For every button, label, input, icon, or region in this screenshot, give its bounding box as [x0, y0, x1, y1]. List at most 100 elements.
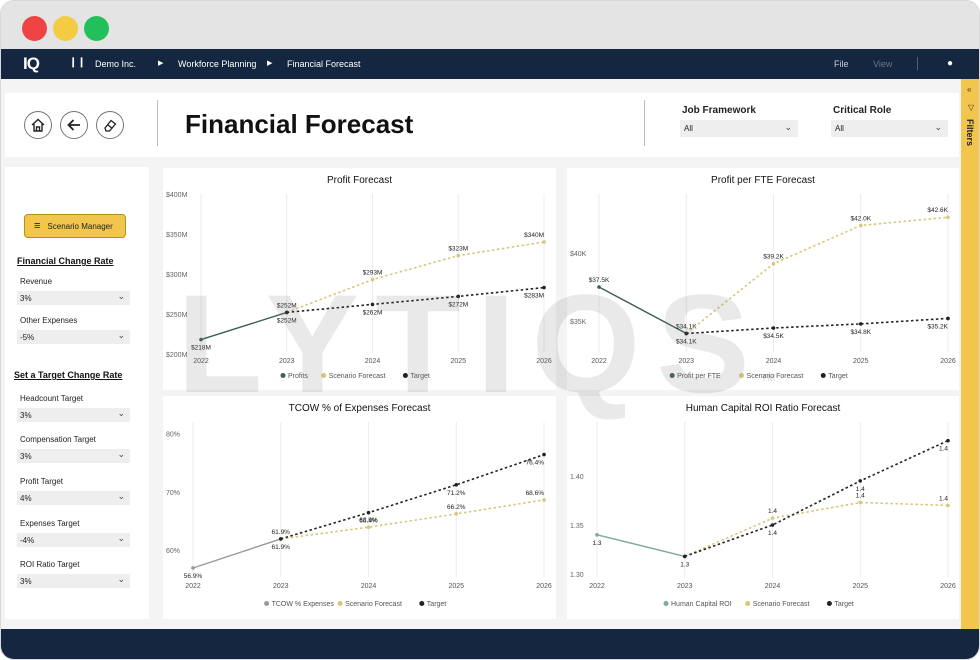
data-label: 1.3: [680, 561, 689, 568]
scenario-manager-button[interactable]: ≡ Scenario Manager: [24, 214, 126, 238]
chevron-down-icon: ⌄: [117, 330, 125, 340]
series-line: [200, 311, 288, 341]
data-point: [278, 537, 283, 541]
roi-ratio-target-value: 3%: [20, 577, 32, 586]
x-tick-label: 2022: [591, 358, 607, 365]
roi-ratio-target-select[interactable]: 3% ⌄: [17, 574, 130, 588]
data-point: [597, 285, 601, 289]
legend-label: Human Capital ROI: [671, 601, 732, 608]
data-point: [770, 523, 775, 527]
series-line: [286, 286, 545, 314]
filters-pane[interactable]: « ▽ Filters: [961, 79, 979, 629]
user-icon[interactable]: ●: [947, 58, 954, 69]
chart-svg: 1.30 1.35 1.40 2022 2023 2024 2025 2026 1.3 1.3 1.…: [570, 422, 956, 608]
headcount-target-select[interactable]: 3% ⌄: [17, 408, 130, 422]
x-tick-label: 2025: [450, 358, 466, 365]
app-logo[interactable]: IQ: [23, 54, 40, 73]
data-point: [454, 512, 459, 516]
data-point: [946, 316, 950, 321]
data-label: $262M: [363, 309, 383, 316]
headcount-target-label: Headcount Target: [20, 394, 84, 403]
maximize-window-button[interactable]: [84, 16, 109, 41]
profit-target-select[interactable]: 4% ⌄: [17, 491, 130, 505]
data-label: $42.0K: [850, 215, 871, 222]
data-label: $340M: [524, 232, 544, 239]
x-tick-label: 2023: [279, 358, 295, 365]
view-menu[interactable]: View: [873, 59, 893, 69]
breadcrumb-demo-inc[interactable]: Demo Inc.: [95, 59, 137, 69]
critical-role-value: All: [835, 124, 844, 133]
data-label: 1.4: [768, 530, 777, 537]
other-expenses-select[interactable]: -5% ⌄: [17, 330, 130, 344]
data-label: 71.2%: [447, 490, 466, 497]
series-line: [684, 439, 949, 558]
job-framework-select[interactable]: All ⌄: [680, 120, 798, 137]
critical-role-select[interactable]: All ⌄: [831, 120, 948, 137]
header-divider: [157, 100, 158, 146]
profit-target-value: 4%: [20, 494, 32, 503]
clear-filters-button[interactable]: [96, 111, 124, 139]
legend-label: TCOW % Expenses: [272, 601, 335, 608]
nav-divider: [917, 57, 918, 70]
legend-marker: [337, 601, 343, 606]
financial-change-rate-heading: Financial Change Rate: [17, 256, 114, 266]
collapse-filters-icon[interactable]: «: [967, 85, 972, 94]
data-label: 68.6%: [526, 490, 545, 497]
data-label: 63.9%: [359, 517, 378, 524]
data-label: 66.4%: [359, 518, 378, 525]
home-icon: [31, 118, 45, 132]
data-label: 1.4: [856, 492, 865, 499]
tcow-expenses-chart[interactable]: TCOW % of Expenses Forecast 60% 70% 80% 202…: [163, 396, 556, 619]
scenario-manager-label: Scenario Manager: [47, 221, 113, 231]
y-tick-label: $40K: [570, 251, 587, 258]
chart-title: TCOW % of Expenses Forecast: [288, 403, 431, 414]
close-window-button[interactable]: [22, 16, 47, 41]
legend-label: Target: [427, 601, 447, 608]
expenses-target-select[interactable]: -4% ⌄: [17, 533, 130, 547]
data-label: $39.2K: [763, 254, 784, 261]
series-line: [192, 538, 282, 569]
y-tick-label: $400M: [166, 192, 188, 199]
data-point: [946, 438, 950, 443]
x-tick-label: 2022: [589, 583, 605, 590]
file-menu[interactable]: File: [834, 59, 849, 69]
profit-forecast-chart[interactable]: Profit Forecast $200M $250M $300M $350M $400…: [163, 168, 556, 390]
target-change-rate-heading: Set a Target Change Rate: [14, 370, 123, 380]
data-label: 1.4: [939, 446, 948, 453]
chevron-right-icon: ▶: [158, 60, 164, 67]
data-label: $272M: [448, 301, 468, 308]
compensation-target-label: Compensation Target: [20, 435, 96, 444]
chart-svg: 60% 70% 80% 2022 2023 2024 2025 2026 56.9% 61.9% 6…: [166, 422, 552, 608]
minimize-window-button[interactable]: [53, 16, 78, 41]
compensation-target-select[interactable]: 3% ⌄: [17, 449, 130, 463]
profit-per-fte-chart[interactable]: Profit per FTE Forecast $35K $40K 2022 2023…: [567, 168, 959, 390]
chevron-down-icon: ⌄: [117, 533, 125, 543]
breadcrumb-workforce-planning[interactable]: Workforce Planning: [178, 59, 257, 69]
profit-target-label: Profit Target: [20, 477, 63, 486]
data-label: 61.9%: [272, 529, 291, 536]
roi-ratio-target-label: ROI Ratio Target: [20, 560, 80, 569]
footer-bar: [1, 629, 979, 659]
back-button[interactable]: [60, 111, 88, 139]
chart-svg: $35K $40K 2022 2023 2024 2025 2026 $37.5K $34.1K…: [570, 194, 956, 380]
home-button[interactable]: [24, 111, 52, 139]
breadcrumb-financial-forecast[interactable]: Financial Forecast: [287, 59, 361, 69]
data-point: [682, 554, 687, 559]
legend-label: Target: [410, 373, 430, 380]
data-label: 56.9%: [184, 573, 203, 580]
legend-marker: [669, 373, 675, 378]
data-point: [199, 337, 203, 342]
y-tick-label: 1.30: [570, 572, 584, 579]
x-tick-label: 2026: [536, 358, 552, 365]
data-label: $34.1K: [676, 338, 697, 345]
data-label: 1.4: [939, 495, 948, 502]
bar-chart-icon[interactable]: ❙❙: [69, 57, 86, 68]
chevron-down-icon: ⌄: [117, 574, 125, 584]
y-tick-label: 1.35: [570, 523, 584, 530]
y-tick-label: 70%: [166, 490, 180, 497]
revenue-select[interactable]: 3% ⌄: [17, 291, 130, 305]
other-expenses-label: Other Expenses: [20, 316, 78, 325]
legend-marker: [419, 601, 425, 606]
arrow-left-icon: [67, 119, 80, 131]
hc-roi-chart[interactable]: Human Capital ROI Ratio Forecast 1.30 1.3…: [567, 396, 959, 619]
